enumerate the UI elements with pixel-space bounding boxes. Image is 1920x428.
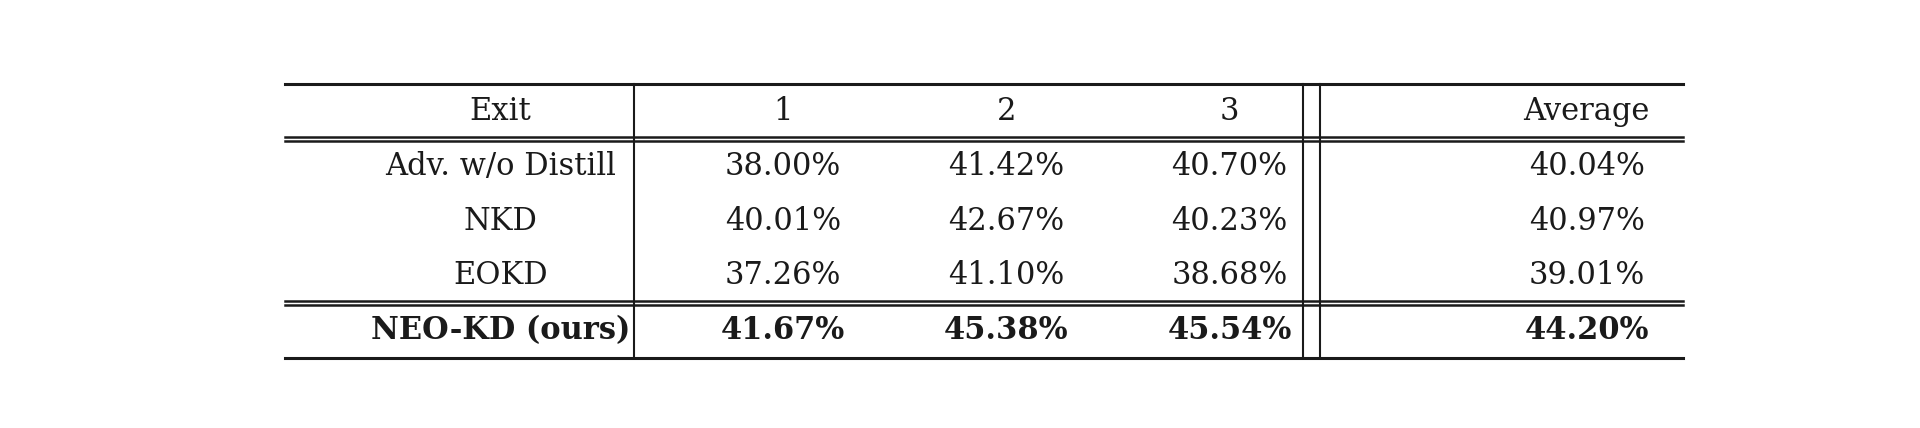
Text: 39.01%: 39.01% [1528, 260, 1645, 291]
Text: Exit: Exit [470, 96, 532, 127]
Text: Average: Average [1523, 96, 1649, 127]
Text: 40.01%: 40.01% [726, 205, 841, 237]
Text: 41.67%: 41.67% [722, 315, 845, 346]
Text: 3: 3 [1219, 96, 1238, 127]
Text: 40.97%: 40.97% [1528, 205, 1645, 237]
Text: 44.20%: 44.20% [1524, 315, 1649, 346]
Text: 37.26%: 37.26% [726, 260, 841, 291]
Text: 40.70%: 40.70% [1171, 151, 1288, 182]
Text: NKD: NKD [463, 205, 538, 237]
Text: 1: 1 [774, 96, 793, 127]
Text: 45.54%: 45.54% [1167, 315, 1292, 346]
Text: 2: 2 [996, 96, 1016, 127]
Text: 41.10%: 41.10% [948, 260, 1064, 291]
Text: 40.23%: 40.23% [1171, 205, 1288, 237]
Text: 38.00%: 38.00% [726, 151, 841, 182]
Text: 42.67%: 42.67% [948, 205, 1064, 237]
Text: 41.42%: 41.42% [948, 151, 1064, 182]
Text: NEO-KD (ours): NEO-KD (ours) [371, 315, 630, 346]
Text: 45.38%: 45.38% [945, 315, 1069, 346]
Text: 38.68%: 38.68% [1171, 260, 1288, 291]
Text: 40.04%: 40.04% [1528, 151, 1645, 182]
Text: EOKD: EOKD [453, 260, 547, 291]
Text: Adv. w/o Distill: Adv. w/o Distill [386, 151, 616, 182]
